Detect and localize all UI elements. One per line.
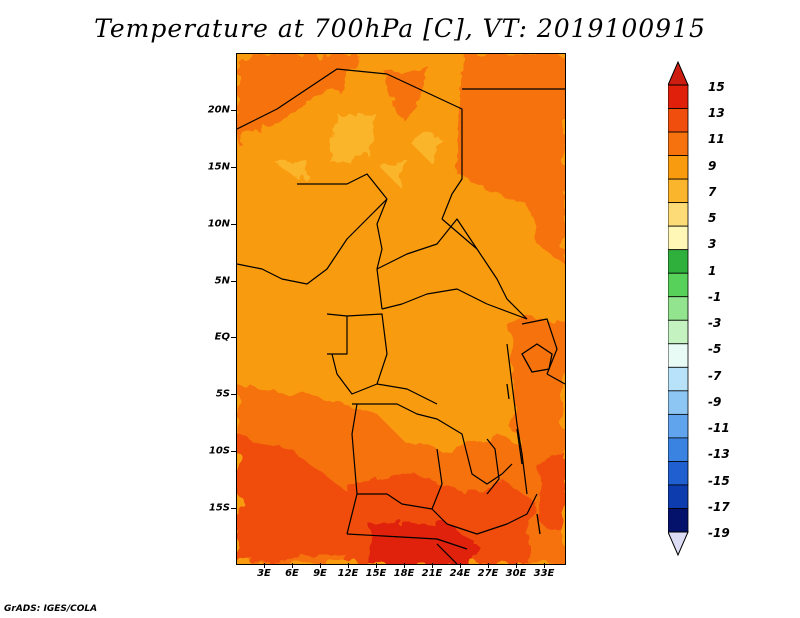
x-tick (432, 563, 433, 568)
y-tick-label: 5S (215, 388, 230, 400)
x-tick-label: 24E (449, 568, 471, 579)
colorbar-label: 7 (708, 185, 717, 199)
y-tick (231, 281, 236, 282)
x-tick-label: 6E (285, 568, 299, 579)
y-tick (231, 508, 236, 509)
x-tick-label: 15E (365, 568, 387, 579)
map-title: Temperature at 700hPa [C], VT: 201910091… (94, 14, 706, 43)
colorbar-bin (668, 484, 689, 509)
x-tick-label: 33E (533, 568, 555, 579)
colorbar-label: 5 (708, 211, 717, 225)
x-tick-label: 30E (505, 568, 527, 579)
y-tick (231, 110, 236, 111)
colorbar-label: 13 (708, 106, 725, 120)
y-tick-label: 15N (207, 161, 230, 173)
colorbar-bin (668, 508, 689, 533)
colorbar-label: -13 (708, 447, 730, 461)
colorbar-bin (668, 108, 689, 133)
x-tick-label: 9E (313, 568, 327, 579)
x-tick-label: 3E (257, 568, 271, 579)
y-tick (231, 337, 236, 338)
grads-credit: GrADS: IGES/COLA (4, 604, 98, 614)
colorbar-bin (668, 413, 689, 439)
colorbar-bin (668, 272, 689, 298)
temperature-map (236, 53, 566, 565)
colorbar-bin (668, 437, 689, 462)
colorbar-label: -11 (708, 421, 730, 435)
colorbar-bin (668, 84, 689, 109)
colorbar-label: 15 (708, 80, 725, 94)
colorbar-under-arrow (668, 531, 689, 557)
colorbar-bin (668, 390, 689, 415)
colorbar-label: -1 (708, 290, 722, 304)
x-tick (544, 563, 545, 568)
colorbar (668, 60, 689, 557)
x-tick-label: 12E (337, 568, 359, 579)
x-tick (292, 563, 293, 568)
x-tick (376, 563, 377, 568)
colorbar-label: -7 (708, 369, 722, 383)
y-tick (231, 451, 236, 452)
colorbar-bin (668, 155, 689, 180)
colorbar-bin (668, 343, 689, 368)
colorbar-bin (668, 202, 689, 227)
colorbar-label: 1 (708, 264, 717, 278)
colorbar-bin (668, 178, 689, 204)
colorbar-label: -3 (708, 316, 722, 330)
colorbar-label: 3 (708, 237, 717, 251)
x-tick-label: 27E (477, 568, 499, 579)
colorbar-bin (668, 225, 689, 251)
x-tick (516, 563, 517, 568)
colorbar-label: -17 (708, 500, 730, 514)
x-tick (348, 563, 349, 568)
colorbar-over-arrow (668, 60, 689, 86)
colorbar-bin (668, 249, 689, 274)
y-tick (231, 224, 236, 225)
y-tick (231, 167, 236, 168)
y-tick-label: 20N (207, 104, 230, 116)
x-tick (460, 563, 461, 568)
colorbar-bin (668, 131, 689, 156)
y-tick (231, 394, 236, 395)
x-tick (264, 563, 265, 568)
colorbar-label: -5 (708, 342, 722, 356)
y-tick-label: 10N (207, 218, 230, 230)
y-tick-label: 10S (208, 445, 230, 457)
colorbar-bin (668, 366, 689, 392)
colorbar-label: -9 (708, 395, 722, 409)
x-tick (404, 563, 405, 568)
colorbar-label: 11 (708, 132, 725, 146)
x-tick-label: 21E (421, 568, 443, 579)
colorbar-label: -15 (708, 474, 730, 488)
y-tick-label: EQ (214, 331, 230, 343)
y-tick-label: 15S (208, 502, 230, 514)
x-tick (488, 563, 489, 568)
x-tick (320, 563, 321, 568)
colorbar-bin (668, 461, 689, 486)
colorbar-label: 9 (708, 159, 717, 173)
y-tick-label: 5N (214, 275, 230, 287)
colorbar-bin (668, 296, 689, 321)
colorbar-label: -19 (708, 526, 730, 540)
colorbar-bin (668, 319, 689, 345)
x-tick-label: 18E (393, 568, 415, 579)
